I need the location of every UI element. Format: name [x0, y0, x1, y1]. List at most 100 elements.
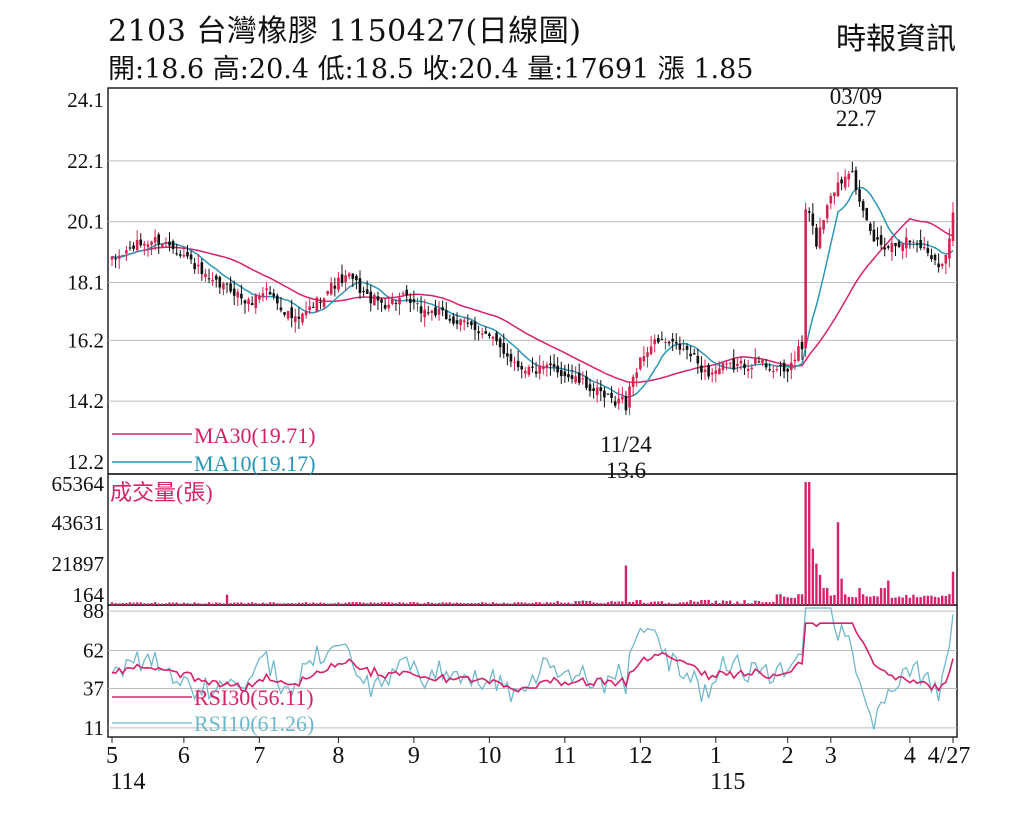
volume-bar [250, 602, 254, 605]
volume-bar [570, 603, 574, 605]
volume-bar [930, 595, 933, 605]
volume-bar [851, 597, 854, 605]
volume-bar [423, 603, 426, 605]
candle-body [840, 179, 843, 184]
candle-body [401, 293, 405, 295]
volume-bar [189, 603, 193, 605]
candle-body [692, 353, 696, 355]
volume-bar [168, 602, 171, 605]
volume-bar [858, 588, 861, 605]
volume-bar [207, 602, 211, 605]
candle-body [904, 237, 908, 249]
candle-body [283, 312, 286, 315]
candle-body [890, 243, 894, 253]
volume-bar [912, 594, 915, 605]
candle-body [513, 361, 516, 363]
candle-body [624, 396, 628, 411]
volume-bar [599, 603, 602, 605]
volume-bar [793, 597, 797, 605]
rsi10-legend-label: RSI10(61.26) [194, 711, 314, 736]
candle-body [502, 343, 506, 354]
candle-body [829, 195, 833, 204]
ma30-legend-label: MA30(19.71) [194, 423, 316, 448]
candle-body [189, 254, 193, 260]
volume-bar [847, 596, 850, 605]
volume-bar [387, 602, 390, 605]
candle-body [125, 250, 128, 254]
price-y-tick: 12.2 [67, 450, 104, 474]
volume-bar [746, 603, 750, 605]
volume-bar [427, 602, 430, 605]
candle-body [685, 346, 689, 350]
candle-body [362, 290, 365, 293]
candle-body [865, 208, 869, 221]
candle-body [135, 240, 139, 251]
candle-body [703, 369, 707, 372]
candle-body [229, 283, 232, 292]
candle-body [807, 211, 811, 213]
candle-body [311, 306, 315, 308]
volume-bar [649, 601, 653, 605]
volume-bar [689, 600, 692, 605]
candle-body [879, 235, 883, 245]
volume-bar [312, 602, 315, 605]
volume-bar [603, 603, 606, 605]
candle-body [815, 227, 818, 247]
candle-body [128, 247, 132, 249]
candle-body [524, 370, 527, 374]
candle-body [254, 294, 258, 308]
volume-bar [872, 595, 876, 605]
candle-body [887, 246, 890, 248]
volume-bar [268, 602, 272, 605]
volume-bar [351, 602, 354, 605]
candle-body [279, 307, 283, 311]
candle-body [901, 244, 904, 252]
volume-y-tick: 21897 [52, 552, 105, 576]
volume-bar [948, 594, 951, 605]
candle-body [207, 278, 211, 280]
candle-body [164, 241, 168, 244]
candle-body [649, 346, 653, 355]
volume-bar [621, 601, 624, 605]
volume-bar [563, 602, 567, 605]
volume-bar [635, 600, 638, 605]
candle-body [883, 247, 887, 250]
quote-summary: 開:18.6 高:20.4 低:18.5 收:20.4 量:17691 漲 1.… [108, 54, 754, 85]
volume-bar [675, 603, 678, 605]
volume-bar [480, 602, 484, 605]
volume-bar [150, 603, 153, 605]
volume-bar [383, 602, 387, 605]
volume-bar [887, 580, 890, 605]
volume-bar [243, 603, 247, 605]
candle-body [383, 304, 387, 309]
volume-bar [232, 602, 236, 605]
volume-bar [502, 602, 505, 605]
candle-body [771, 370, 775, 372]
candle-body [290, 307, 294, 319]
candle-body [674, 341, 678, 344]
volume-bar [915, 597, 919, 605]
volume-bar [613, 601, 617, 605]
candle-body [861, 201, 865, 211]
volume-bar [682, 602, 685, 605]
candle-body [897, 241, 901, 248]
candle-body [736, 363, 739, 367]
volume-bar [941, 595, 944, 605]
volume-bar [743, 600, 746, 605]
candle-body [635, 372, 639, 378]
volume-bar [667, 602, 671, 605]
high-annotation-date: 03/09 [830, 84, 882, 109]
candle-body [667, 342, 671, 344]
volume-bar [671, 603, 674, 605]
volume-bar [779, 594, 782, 605]
candle-body [843, 176, 847, 188]
candle-body [409, 298, 412, 304]
candle-body [182, 254, 186, 257]
candle-body [599, 387, 603, 392]
candle-body [437, 308, 441, 315]
candle-body [139, 239, 143, 246]
candle-body [854, 170, 858, 190]
candle-body [930, 255, 933, 260]
volume-bar [330, 603, 333, 605]
